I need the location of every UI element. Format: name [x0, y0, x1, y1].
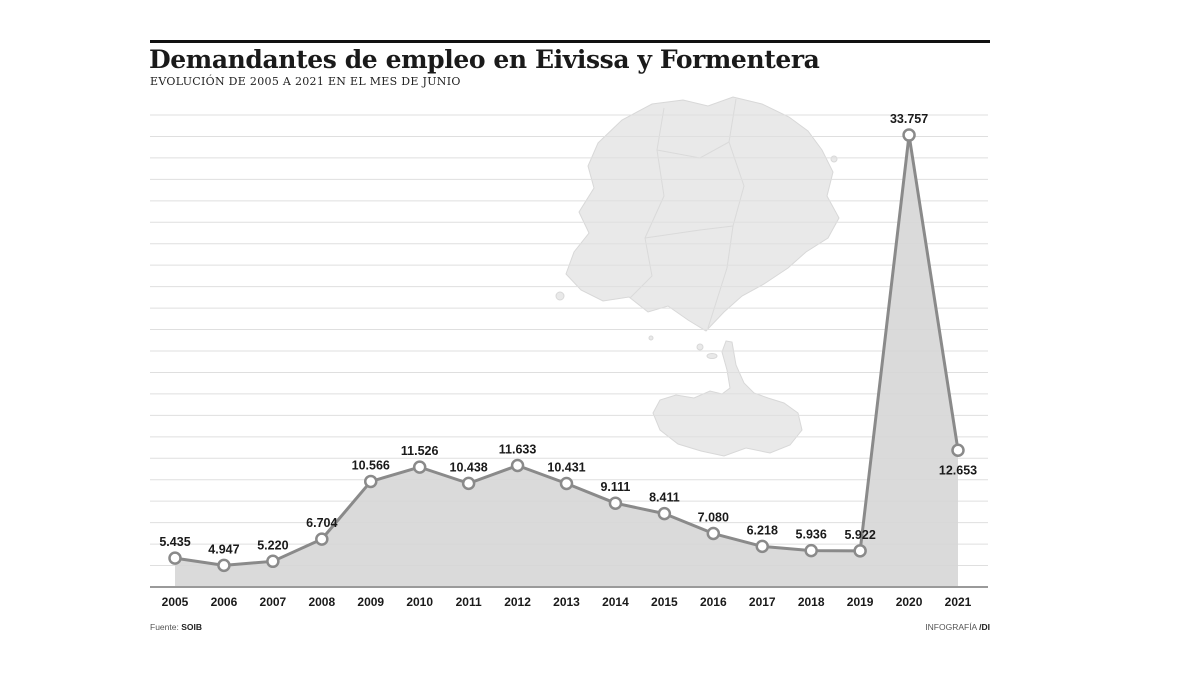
x-axis-label: 2005	[162, 595, 189, 609]
x-axis-label: 2008	[308, 595, 335, 609]
data-point	[608, 496, 623, 510]
data-point	[510, 458, 525, 473]
area-layer	[175, 135, 958, 587]
municipality-borders	[629, 98, 745, 329]
value-label: 10.566	[352, 458, 390, 472]
value-label: 33.757	[890, 112, 928, 126]
data-point	[706, 526, 721, 541]
data-point	[266, 554, 280, 569]
source-value: SOIB	[181, 622, 202, 632]
header-rule	[150, 40, 990, 43]
value-label: 8.411	[649, 491, 680, 505]
islet	[706, 353, 718, 359]
x-axis-label: 2017	[749, 595, 776, 609]
footer: Fuente: SOIB INFOGRAFÍA /DI	[150, 622, 990, 638]
x-axis-label: 2020	[896, 595, 923, 609]
value-label: 12.653	[939, 463, 977, 477]
marker-layer	[168, 128, 965, 573]
x-axis-label: 2009	[357, 595, 384, 609]
value-label: 11.633	[499, 443, 537, 457]
xaxis-layer: 2005 2006 2007 2008 2009 2010 2011 2012 2013 2014…	[150, 586, 988, 609]
x-axis-label: 2021	[945, 595, 972, 609]
ibiza-island	[565, 96, 840, 332]
data-point	[315, 532, 329, 546]
data-point	[461, 476, 476, 491]
data-point	[902, 128, 916, 142]
value-label: 10.431	[547, 460, 585, 474]
source-credit: Fuente: SOIB	[150, 622, 202, 632]
value-label: 7.080	[698, 511, 729, 525]
x-axis-label: 2019	[847, 595, 874, 609]
credit-label: INFOGRAFÍA	[925, 622, 980, 632]
x-axis-label: 2006	[211, 595, 238, 609]
source-label: Fuente:	[150, 622, 179, 632]
ibiza-formentera-map	[555, 96, 840, 457]
value-label: 5.220	[257, 538, 288, 552]
data-point	[951, 443, 965, 458]
islet	[696, 343, 704, 351]
value-label: 11.526	[401, 444, 439, 458]
x-axis-label: 2011	[456, 595, 482, 609]
data-point	[657, 506, 672, 521]
value-label: 10.438	[450, 460, 488, 474]
data-point	[412, 460, 427, 474]
x-axis-label: 2013	[553, 595, 580, 609]
data-point	[559, 476, 574, 491]
x-axis-label: 2007	[260, 595, 287, 609]
data-point	[804, 543, 818, 558]
x-axis-label: 2012	[504, 595, 531, 609]
value-label: 6.704	[306, 516, 337, 530]
credit-value: /DI	[979, 622, 990, 632]
x-axis-label: 2014	[602, 595, 629, 609]
label-layer: 5.435 4.947 5.220 6.704 10.566 11.526 10.438 11…	[159, 112, 977, 556]
x-axis-label: 2015	[651, 595, 678, 609]
value-label: 4.947	[208, 542, 239, 556]
islet	[830, 155, 838, 163]
formentera-island	[652, 340, 803, 457]
x-axis-label: 2010	[406, 595, 433, 609]
islet	[648, 335, 654, 341]
islet	[555, 291, 565, 301]
value-label: 5.922	[844, 528, 875, 542]
data-point	[853, 544, 867, 558]
data-point	[168, 551, 182, 565]
data-point	[755, 539, 769, 554]
infographic-credit: INFOGRAFÍA /DI	[925, 622, 990, 632]
x-axis-label: 2018	[798, 595, 825, 609]
value-label: 5.435	[159, 535, 190, 549]
page-subtitle: EVOLUCIÓN DE 2005 A 2021 EN EL MES DE JU…	[150, 75, 461, 88]
data-point	[364, 474, 378, 489]
page-title: Demandantes de empleo en Eivissa y Forme…	[149, 45, 820, 74]
value-label: 6.218	[747, 523, 778, 537]
value-label: 9.111	[600, 480, 630, 494]
data-point	[217, 558, 231, 573]
series-area	[175, 135, 958, 587]
value-label: 5.936	[796, 528, 827, 542]
x-axis-label: 2016	[700, 595, 727, 609]
